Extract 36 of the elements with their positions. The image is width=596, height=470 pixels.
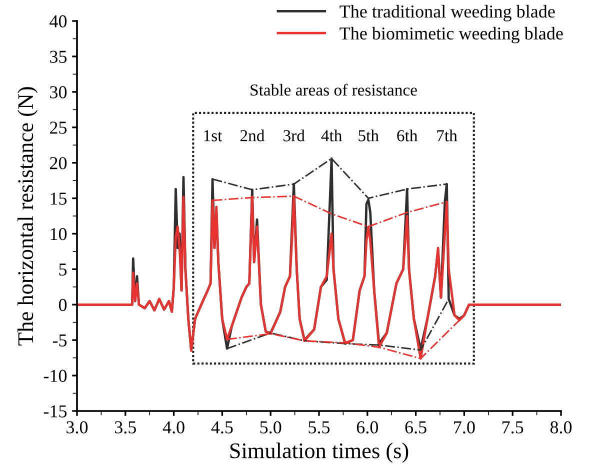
y-tick-label: 30	[50, 86, 67, 98]
x-tick-label: 6.5	[405, 421, 426, 434]
y-tick-label: 15	[50, 192, 67, 205]
annotation: 2nd	[240, 130, 265, 142]
x-tick-label: 4.5	[211, 421, 233, 434]
x-tick-label: 7.5	[502, 421, 524, 434]
annotation: 7th	[437, 130, 458, 142]
x-tick-label: 3.5	[114, 421, 136, 434]
annotation: Stable areas of resistance	[250, 84, 417, 96]
x-tick-label: 3.0	[66, 421, 88, 434]
y-tick-label: 25	[50, 122, 67, 134]
x-tick-label: 4.0	[162, 421, 184, 434]
y-tick-label: -15	[44, 405, 67, 418]
x-tick-label: 7.0	[454, 421, 475, 434]
x-axis-title: Simulation times (s)	[230, 442, 408, 463]
x-tick-label: 6.0	[356, 421, 378, 434]
y-tick-label: 35	[50, 50, 67, 63]
annotation: 5th	[358, 130, 379, 142]
annotation: 3rd	[284, 130, 305, 142]
y-tick-label: 10	[50, 228, 67, 240]
annotation: 6th	[397, 130, 418, 142]
x-tick-label: 5.5	[308, 421, 330, 434]
legend-label: The biomimetic weeding blade	[340, 26, 563, 44]
y-tick-label: 40	[50, 15, 67, 28]
y-tick-label: -5	[52, 334, 67, 347]
annotation: 1st	[204, 130, 222, 142]
y-tick-label: 5	[59, 264, 67, 276]
y-tick-label: -10	[44, 370, 67, 382]
legend-label: The traditional weeding blade	[340, 4, 555, 22]
line-series	[77, 194, 561, 360]
x-tick-label: 5.0	[260, 421, 282, 434]
x-tick-label: 8.0	[550, 421, 572, 434]
y-tick-label: 20	[50, 157, 67, 170]
annotation: 4th	[321, 130, 342, 142]
y-tick-label: 0	[58, 298, 67, 312]
y-axis-title: The horizontal resistance (N)	[18, 87, 38, 346]
